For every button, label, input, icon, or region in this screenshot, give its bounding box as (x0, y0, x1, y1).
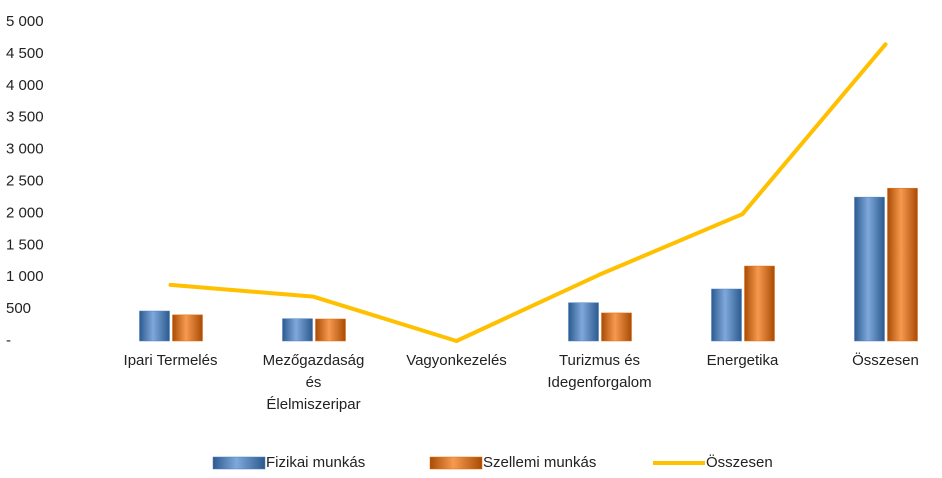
x-tick-label-box: Ipari Termelés (111, 350, 231, 430)
x-tick-label-box: Összesen (826, 350, 942, 430)
x-tick-label: Energetika (687, 350, 799, 372)
legend-label: Fizikai munkás (266, 454, 365, 471)
y-tick-label: 5 000 (6, 13, 44, 30)
bar (173, 315, 203, 341)
line (171, 44, 886, 341)
bar (283, 319, 313, 341)
y-tick-label: 3 500 (6, 109, 44, 126)
y-tick-label: 3 000 (6, 141, 44, 158)
legend-label: Szellemi munkás (483, 454, 596, 471)
y-tick-label: 2 000 (6, 204, 44, 221)
x-tick-label-box: Mezőgazdaság és Élelmiszeripar (254, 350, 374, 430)
legend-swatch (430, 457, 482, 469)
y-tick-label: 4 500 (6, 45, 44, 62)
bar (888, 188, 918, 341)
legend-swatch (213, 457, 265, 469)
bar (745, 266, 775, 341)
x-tick-label-box: Energetika (683, 350, 803, 430)
y-tick-label: 1 500 (6, 236, 44, 253)
x-tick-label-box: Vagyonkezelés (397, 350, 517, 430)
y-tick-label: 1 000 (6, 268, 44, 285)
x-tick-label-box: Turizmus és Idegenforgalom (540, 350, 660, 430)
bar (140, 311, 170, 341)
x-tick-label: Összesen (830, 350, 942, 372)
y-tick-label: 2 500 (6, 172, 44, 189)
x-tick-label: Turizmus és Idegenforgalom (544, 350, 656, 394)
bar (316, 319, 346, 341)
y-tick-label: 4 000 (6, 77, 44, 94)
y-tick-label: - (6, 332, 11, 349)
x-tick-label: Ipari Termelés (115, 350, 227, 372)
legend-label: Összesen (706, 453, 773, 471)
bar (855, 197, 885, 341)
bar (712, 289, 742, 341)
bar (602, 313, 632, 341)
x-tick-label: Vagyonkezelés (401, 350, 513, 372)
bar (569, 303, 599, 341)
x-tick-label: Mezőgazdaság és Élelmiszeripar (258, 350, 370, 416)
y-tick-label: 500 (6, 300, 31, 317)
